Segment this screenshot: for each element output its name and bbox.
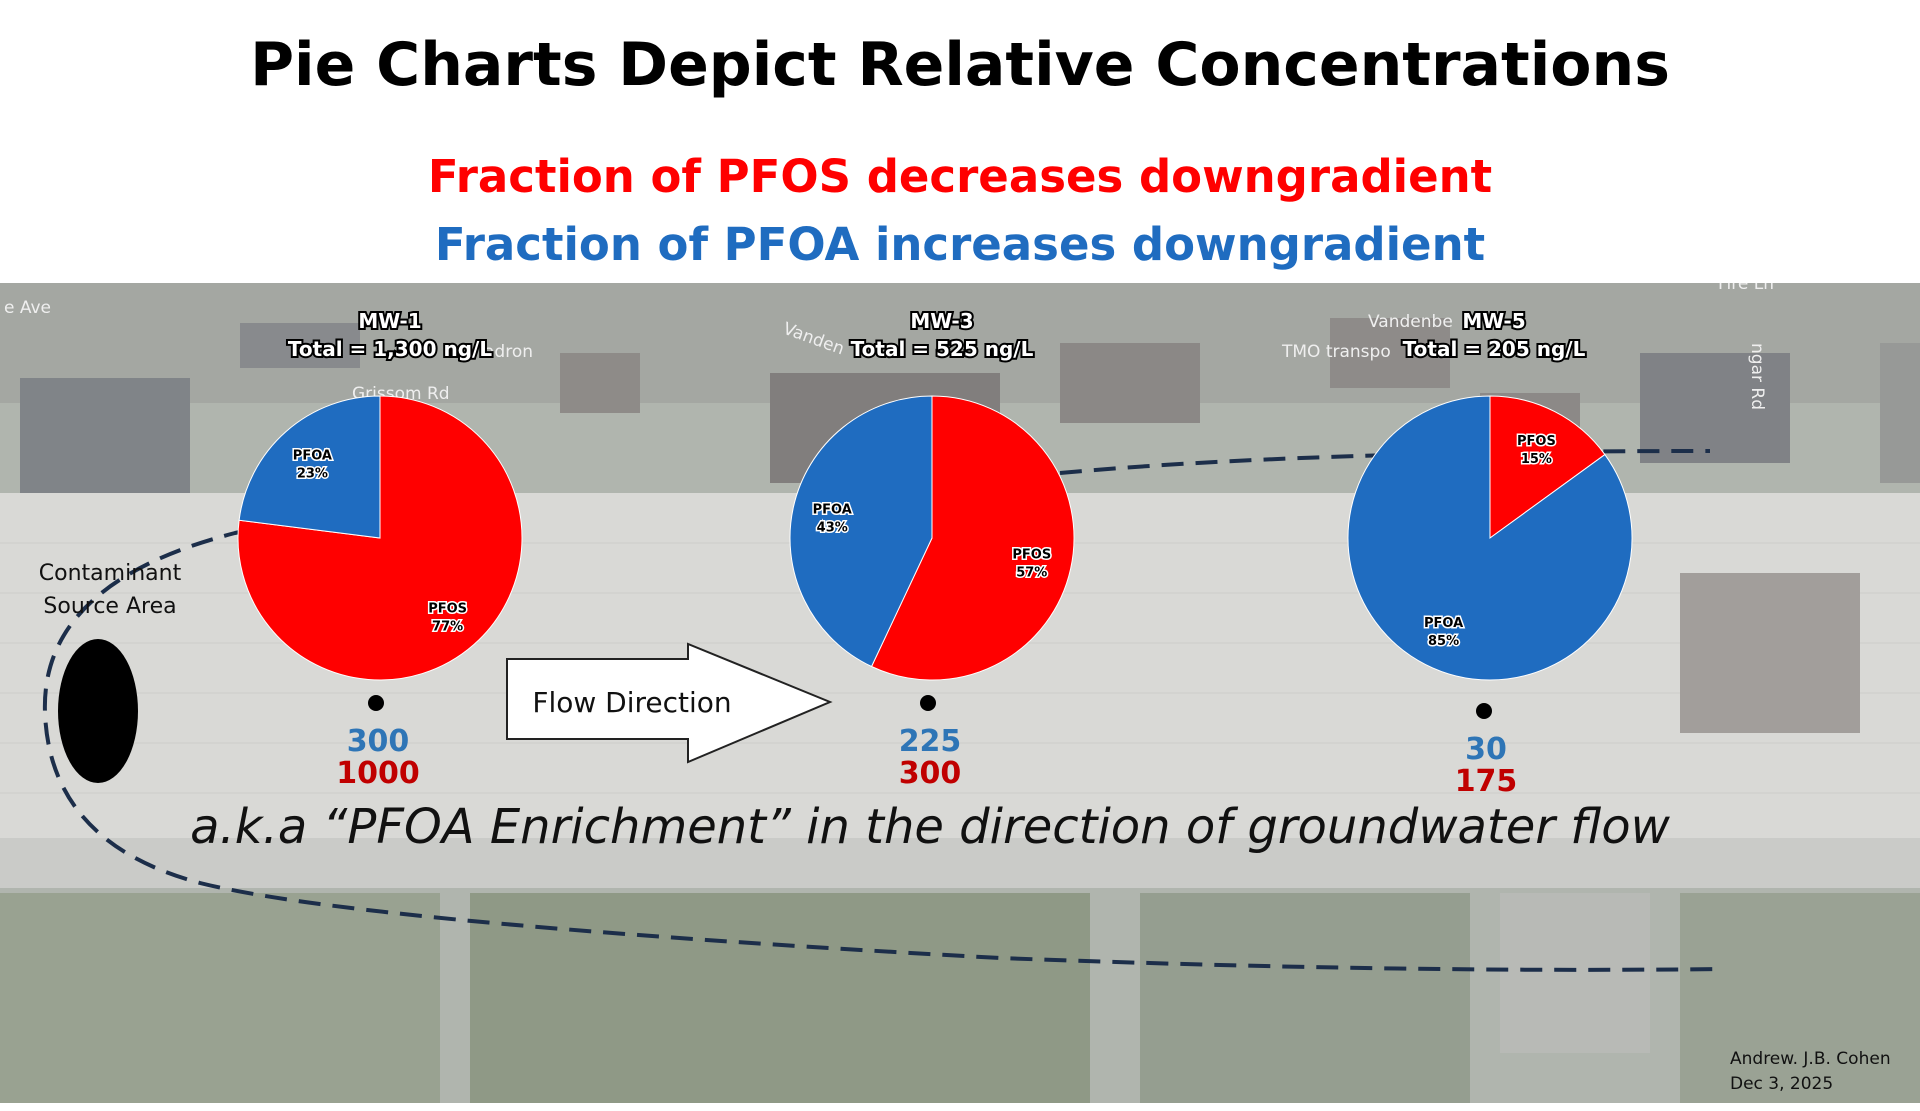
pie-slice-pfoa	[789, 395, 933, 668]
well-id-label: MW-3	[910, 309, 973, 333]
right-building	[1680, 573, 1860, 733]
pie-slice-pfoa	[1347, 395, 1633, 681]
map-label: Fire Ln	[1718, 283, 1774, 294]
plume-boundary-top	[1059, 449, 1711, 475]
well-total-label: Total = 205 ng/L	[1403, 337, 1586, 361]
pie-slice-pfos	[1489, 395, 1606, 539]
monitoring-well-marker	[368, 695, 384, 711]
source-area-label-line1: Contaminant	[39, 561, 182, 586]
map-label: TMO transpo	[1281, 342, 1391, 362]
pie-slice-percent: 23%	[297, 466, 328, 481]
pfoa-concentration: 300	[347, 724, 410, 759]
subtitle-pfos: Fraction of PFOS decreases downgradient	[427, 150, 1493, 203]
pie-slice-pfoa	[238, 395, 381, 539]
flow-direction-arrow	[506, 642, 833, 764]
credit-date: Dec 3, 2025	[1730, 1074, 1833, 1094]
credit-name: Andrew. J.B. Cohen	[1730, 1049, 1891, 1069]
pie-slice-pfos	[870, 395, 1075, 681]
tagline: a.k.a “PFOA Enrichment” in the direction…	[190, 799, 1670, 855]
aerial-map: e Ave Grissom Rd Vanden Vandenbe TMO tra…	[0, 283, 1920, 1103]
well-id-label: MW-1	[358, 309, 421, 333]
plume-boundary	[42, 493, 1721, 972]
pie-slice-percent: 43%	[817, 521, 848, 536]
map-label: Vandenbe	[1368, 312, 1453, 332]
pie-slice-percent: 77%	[432, 620, 463, 635]
monitoring-well-marker	[920, 695, 936, 711]
subtitle-pfoa: Fraction of PFOA increases downgradient	[434, 218, 1486, 271]
pie-slice-name: PFOA	[813, 503, 852, 518]
pie-slice-name: PFOA	[1424, 616, 1463, 631]
monitoring-well-marker	[1476, 703, 1492, 719]
pie-slice-percent: 57%	[1016, 565, 1047, 580]
pfos-concentration: 300	[899, 756, 962, 791]
pfoa-concentration: 225	[899, 724, 962, 759]
pie-slice-name: PFOS	[1517, 434, 1556, 449]
map-label: ngar Rd	[1747, 343, 1767, 410]
pie-slice-name: PFOS	[428, 602, 467, 617]
page-title: Pie Charts Depict Relative Concentration…	[250, 30, 1670, 100]
taxiway	[0, 838, 1920, 888]
well-total-label: Total = 525 ng/L	[851, 337, 1034, 361]
pie-slice-name: PFOS	[1012, 547, 1051, 562]
map-label: e Ave	[4, 298, 51, 318]
map-label: adron	[484, 342, 533, 362]
pfoa-concentration: 30	[1465, 732, 1507, 767]
source-area-ellipse	[58, 639, 138, 783]
pie-slice-pfos	[237, 395, 523, 681]
pfos-concentration: 1000	[336, 756, 420, 791]
well-id-label: MW-5	[1462, 309, 1525, 333]
pfos-concentration: 175	[1455, 764, 1518, 799]
source-area-label-line2: Source Area	[43, 594, 176, 619]
flow-direction-label: Flow Direction	[532, 686, 731, 719]
pie-slice-name: PFOA	[293, 448, 332, 463]
pie-slice-percent: 85%	[1428, 634, 1459, 649]
pie-slice-percent: 15%	[1521, 452, 1552, 467]
well-total-label: Total = 1,300 ng/L	[288, 337, 492, 361]
